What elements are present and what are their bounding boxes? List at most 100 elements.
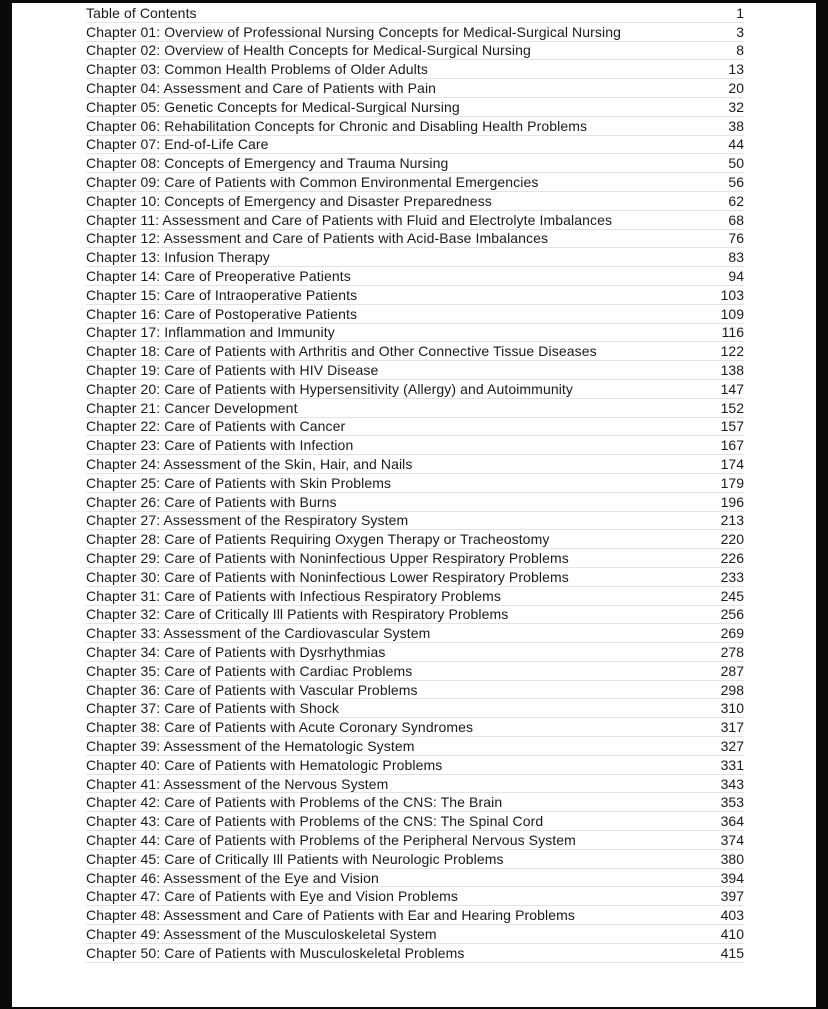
toc-entry-title: Chapter 06: Rehabilitation Concepts for … bbox=[86, 117, 588, 134]
toc-entry-page-number: 103 bbox=[720, 286, 744, 303]
toc-entry-page-number: 196 bbox=[720, 493, 744, 510]
toc-entry-title: Chapter 41: Assessment of the Nervous Sy… bbox=[86, 775, 389, 792]
toc-entry-title: Chapter 28: Care of Patients Requiring O… bbox=[86, 531, 550, 548]
toc-row: Chapter 45: Care of Critically Ill Patie… bbox=[86, 850, 744, 869]
toc-row: Chapter 37: Care of Patients with Shock 3… bbox=[86, 699, 744, 719]
toc-entry-title: Chapter 02: Overview of Health Concepts … bbox=[86, 42, 531, 59]
toc-entry-title: Chapter 37: Care of Patients with Shock bbox=[86, 700, 339, 717]
toc-entry-page-number: 327 bbox=[720, 737, 744, 754]
toc-entry-title: Table of Contents bbox=[86, 4, 197, 21]
toc-row: Chapter 05: Genetic Concepts for Medical… bbox=[86, 98, 744, 117]
toc-entry-title: Chapter 39: Assessment of the Hematologi… bbox=[86, 737, 415, 754]
toc-entry-title: Chapter 44: Care of Patients with Proble… bbox=[86, 831, 576, 848]
toc-entry-page-number: 3 bbox=[736, 23, 744, 40]
toc-row: Chapter 27: Assessment of the Respirator… bbox=[86, 512, 744, 531]
toc-entry-page-number: 8 bbox=[736, 42, 744, 59]
toc-entry-title: Chapter 08: Concepts of Emergency and Tr… bbox=[86, 155, 449, 172]
toc-entry-title: Chapter 04: Assessment and Care of Patie… bbox=[86, 80, 437, 97]
toc-entry-page-number: 174 bbox=[720, 456, 744, 473]
toc-row: Chapter 36: Care of Patients with Vascul… bbox=[86, 681, 744, 700]
toc-entry-page-number: 364 bbox=[720, 813, 744, 830]
toc-entry-page-number: 109 bbox=[720, 305, 744, 322]
toc-row: Chapter 26: Care of Patients with Burns 1… bbox=[86, 493, 744, 512]
toc-entry-title: Chapter 46: Assessment of the Eye and Vi… bbox=[86, 869, 379, 886]
toc-row: Chapter 46: Assessment of the Eye and Vi… bbox=[86, 869, 744, 888]
toc-entry-page-number: 20 bbox=[728, 80, 744, 97]
toc-entry-title: Chapter 23: Care of Patients with Infect… bbox=[86, 437, 354, 454]
toc-entry-title: Chapter 36: Care of Patients with Vascul… bbox=[86, 681, 418, 698]
toc-entry-page-number: 403 bbox=[720, 907, 744, 924]
toc-entry-title: Chapter 13: Infusion Therapy bbox=[86, 249, 270, 266]
toc-row: Chapter 19: Care of Patients with HIV Di… bbox=[86, 361, 744, 380]
toc-row: Chapter 38: Care of Patients with Acute … bbox=[86, 718, 744, 738]
toc-entry-title: Chapter 33: Assessment of the Cardiovasc… bbox=[86, 625, 431, 642]
toc-entry-title: Chapter 18: Care of Patients with Arthri… bbox=[86, 343, 597, 360]
toc-entry-title: Chapter 15: Care of Intraoperative Patie… bbox=[86, 286, 358, 303]
toc-row: Chapter 14: Care of Preoperative Patient… bbox=[86, 267, 744, 286]
toc-row: Chapter 29: Care of Patients with Noninf… bbox=[86, 549, 744, 568]
toc-entry-title: Chapter 38: Care of Patients with Acute … bbox=[86, 719, 474, 736]
toc-entry-title: Chapter 43: Care of Patients with Proble… bbox=[86, 813, 544, 830]
toc-row: Chapter 17: Inflammation and Immunity 116 bbox=[86, 324, 744, 343]
toc-row: Chapter 09: Care of Patients with Common… bbox=[86, 173, 744, 192]
toc-entry-page-number: 220 bbox=[720, 531, 744, 548]
toc-entry-title: Chapter 07: End-of-Life Care bbox=[86, 136, 269, 153]
toc-entry-title: Chapter 32: Care of Critically Ill Patie… bbox=[86, 606, 509, 623]
toc-row: Chapter 32: Care of Critically Ill Patie… bbox=[86, 606, 744, 625]
toc-entry-page-number: 116 bbox=[721, 324, 744, 341]
toc-entry-title: Chapter 22: Care of Patients with Cancer bbox=[86, 418, 346, 435]
toc-entry-page-number: 278 bbox=[720, 643, 744, 660]
toc-entry-page-number: 415 bbox=[720, 944, 744, 961]
toc-entry-page-number: 245 bbox=[720, 587, 744, 604]
toc-entry-page-number: 331 bbox=[720, 756, 744, 773]
toc-entry-page-number: 76 bbox=[728, 230, 744, 247]
toc-entry-page-number: 226 bbox=[720, 550, 744, 566]
toc-row: Chapter 48: Assessment and Care of Patie… bbox=[86, 906, 744, 926]
toc-row: Chapter 43: Care of Patients with Proble… bbox=[86, 812, 744, 832]
toc-row: Chapter 11: Assessment and Care of Patie… bbox=[86, 211, 744, 230]
toc-row: Chapter 21: Cancer Development 152 bbox=[86, 399, 744, 418]
toc-entry-title: Chapter 48: Assessment and Care of Patie… bbox=[86, 907, 575, 924]
toc-entry-title: Chapter 12: Assessment and Care of Patie… bbox=[86, 230, 549, 247]
toc-entry-title: Chapter 05: Genetic Concepts for Medical… bbox=[86, 98, 460, 115]
toc-row: Chapter 44: Care of Patients with Proble… bbox=[86, 831, 744, 850]
toc-entry-title: Chapter 45: Care of Critically Ill Patie… bbox=[86, 850, 504, 867]
toc-entry-title: Chapter 30: Care of Patients with Noninf… bbox=[86, 568, 569, 585]
toc-entry-title: Chapter 10: Concepts of Emergency and Di… bbox=[86, 192, 492, 209]
toc-row: Chapter 47: Care of Patients with Eye an… bbox=[86, 887, 744, 907]
toc-row: Chapter 10: Concepts of Emergency and Di… bbox=[86, 192, 744, 211]
toc-row: Chapter 02: Overview of Health Concepts … bbox=[86, 42, 744, 61]
toc-entry-page-number: 343 bbox=[720, 775, 744, 792]
toc-entry-page-number: 233 bbox=[720, 568, 744, 585]
toc-entry-page-number: 83 bbox=[728, 249, 744, 266]
toc-entry-title: Chapter 24: Assessment of the Skin, Hair… bbox=[86, 456, 413, 473]
toc-entry-title: Chapter 29: Care of Patients with Noninf… bbox=[86, 550, 569, 566]
toc-entry-page-number: 32 bbox=[728, 98, 744, 115]
toc-entry-page-number: 138 bbox=[720, 362, 744, 379]
toc-entry-page-number: 68 bbox=[728, 211, 744, 228]
toc-entry-page-number: 94 bbox=[728, 268, 744, 285]
toc-row: Chapter 18: Care of Patients with Arthri… bbox=[86, 342, 744, 362]
toc-entry-title: Chapter 27: Assessment of the Respirator… bbox=[86, 512, 409, 529]
toc-entry-page-number: 157 bbox=[720, 418, 744, 435]
toc-row: Chapter 20: Care of Patients with Hypers… bbox=[86, 380, 744, 399]
toc-row: Chapter 04: Assessment and Care of Patie… bbox=[86, 79, 744, 98]
toc-row: Chapter 16: Care of Postoperative Patien… bbox=[86, 305, 744, 324]
toc-entry-title: Chapter 11: Assessment and Care of Patie… bbox=[86, 211, 613, 228]
toc-entry-page-number: 1 bbox=[736, 4, 744, 21]
toc-entry-title: Chapter 17: Inflammation and Immunity bbox=[86, 324, 335, 341]
toc-row: Chapter 12: Assessment and Care of Patie… bbox=[86, 230, 744, 249]
toc-row: Chapter 28: Care of Patients Requiring O… bbox=[86, 530, 744, 550]
toc-entry-page-number: 147 bbox=[720, 380, 744, 397]
toc-entry-page-number: 38 bbox=[728, 117, 744, 134]
toc-row: Chapter 33: Assessment of the Cardiovasc… bbox=[86, 624, 744, 644]
toc-row: Chapter 41: Assessment of the Nervous Sy… bbox=[86, 775, 744, 794]
toc-entry-page-number: 410 bbox=[720, 925, 744, 942]
toc-entry-page-number: 167 bbox=[720, 437, 744, 454]
toc-entry-page-number: 310 bbox=[720, 700, 744, 717]
toc-row: Chapter 24: Assessment of the Skin, Hair… bbox=[86, 455, 744, 474]
toc-entry-page-number: 13 bbox=[728, 61, 744, 78]
toc-entry-page-number: 298 bbox=[720, 681, 744, 698]
toc-row: Chapter 50: Care of Patients with Muscul… bbox=[86, 944, 744, 963]
toc-row: Chapter 06: Rehabilitation Concepts for … bbox=[86, 117, 744, 136]
